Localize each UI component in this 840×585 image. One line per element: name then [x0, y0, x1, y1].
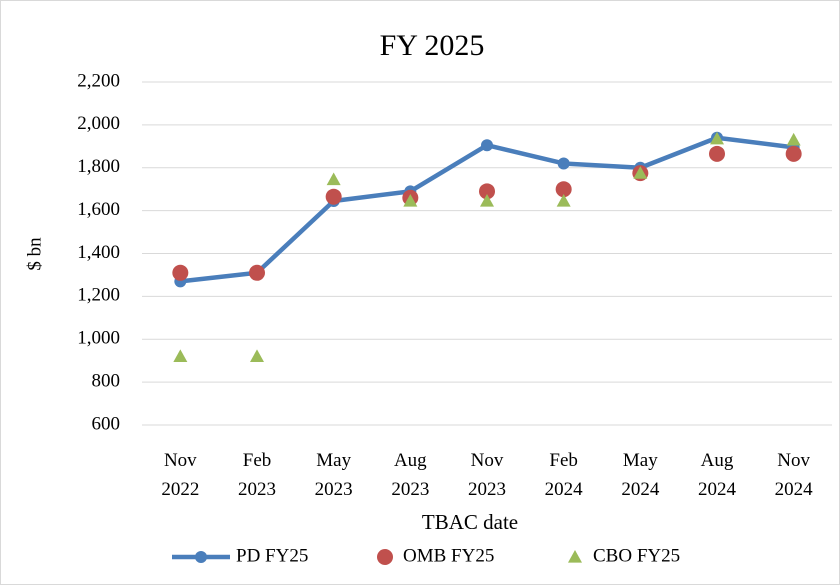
y-tick-label: 1,200: [77, 285, 120, 306]
legend-item: OMB FY25: [377, 545, 494, 566]
marker: [403, 193, 418, 207]
chart-title: FY 2025: [380, 29, 485, 62]
marker: [555, 181, 572, 198]
x-tick-label: Feb 2024: [545, 450, 584, 500]
marker: [480, 193, 494, 207]
x-tick-label: Aug 2023: [391, 450, 429, 500]
marker: [173, 349, 188, 362]
marker: [249, 264, 265, 281]
x-tick-label: Nov 2023: [468, 450, 506, 500]
marker: [557, 157, 570, 170]
marker: [250, 349, 264, 362]
y-tick-label: 1,400: [77, 242, 120, 263]
series: [173, 131, 801, 362]
marker: [556, 193, 571, 207]
y-tick-label: 800: [92, 370, 121, 391]
legend-marker: [377, 549, 393, 565]
legend-item: CBO FY25: [568, 545, 680, 566]
marker: [633, 166, 648, 179]
legend-item: PD FY25: [172, 545, 308, 566]
x-tick-label: Nov 2022: [161, 450, 199, 500]
legend-label: CBO FY25: [593, 545, 680, 566]
marker: [786, 132, 801, 146]
marker: [785, 145, 802, 162]
y-tick-label: 1,000: [77, 328, 120, 349]
x-tick-label: Aug 2024: [698, 450, 737, 500]
y-tick-label: 600: [92, 413, 121, 434]
legend-label: PD FY25: [236, 545, 308, 566]
marker: [481, 139, 493, 152]
y-tick-label: 2,200: [77, 70, 120, 91]
marker: [479, 183, 495, 200]
marker: [325, 188, 342, 205]
y-axis-label: $ bn: [24, 237, 45, 271]
x-tick-label: May 2023: [315, 450, 353, 500]
marker: [326, 172, 341, 186]
marker: [172, 264, 189, 281]
x-axis-label: TBAC date: [422, 510, 518, 534]
legend-marker: [195, 551, 207, 563]
y-tick-label: 2,000: [77, 113, 120, 134]
x-tick-label: Feb 2023: [238, 450, 276, 500]
marker: [710, 131, 724, 145]
y-tick-label: 1,600: [77, 199, 120, 220]
legend-label: OMB FY25: [403, 545, 494, 566]
legend-marker: [568, 550, 582, 563]
series: [172, 145, 802, 281]
x-tick-label: May 2024: [621, 450, 660, 500]
marker: [709, 145, 725, 162]
y-tick-label: 1,800: [77, 156, 120, 177]
x-tick-label: Nov 2024: [775, 450, 814, 500]
